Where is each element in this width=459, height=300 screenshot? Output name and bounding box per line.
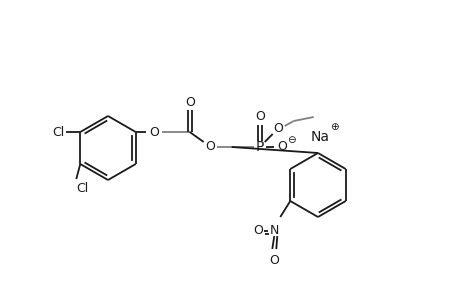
Text: O: O: [253, 224, 263, 238]
Text: O: O: [276, 140, 286, 154]
Text: O: O: [272, 122, 282, 136]
Text: O: O: [254, 110, 264, 124]
Text: Na: Na: [309, 130, 329, 144]
Text: ⊕: ⊕: [330, 122, 338, 132]
Text: O: O: [148, 125, 158, 139]
Text: O: O: [185, 95, 194, 109]
Text: ⊖: ⊖: [287, 135, 296, 145]
Text: Cl: Cl: [76, 182, 88, 194]
Text: P: P: [255, 140, 263, 154]
Text: Cl: Cl: [52, 125, 64, 139]
Text: O: O: [204, 140, 214, 154]
Text: N: N: [269, 224, 278, 238]
Text: O: O: [269, 254, 279, 268]
